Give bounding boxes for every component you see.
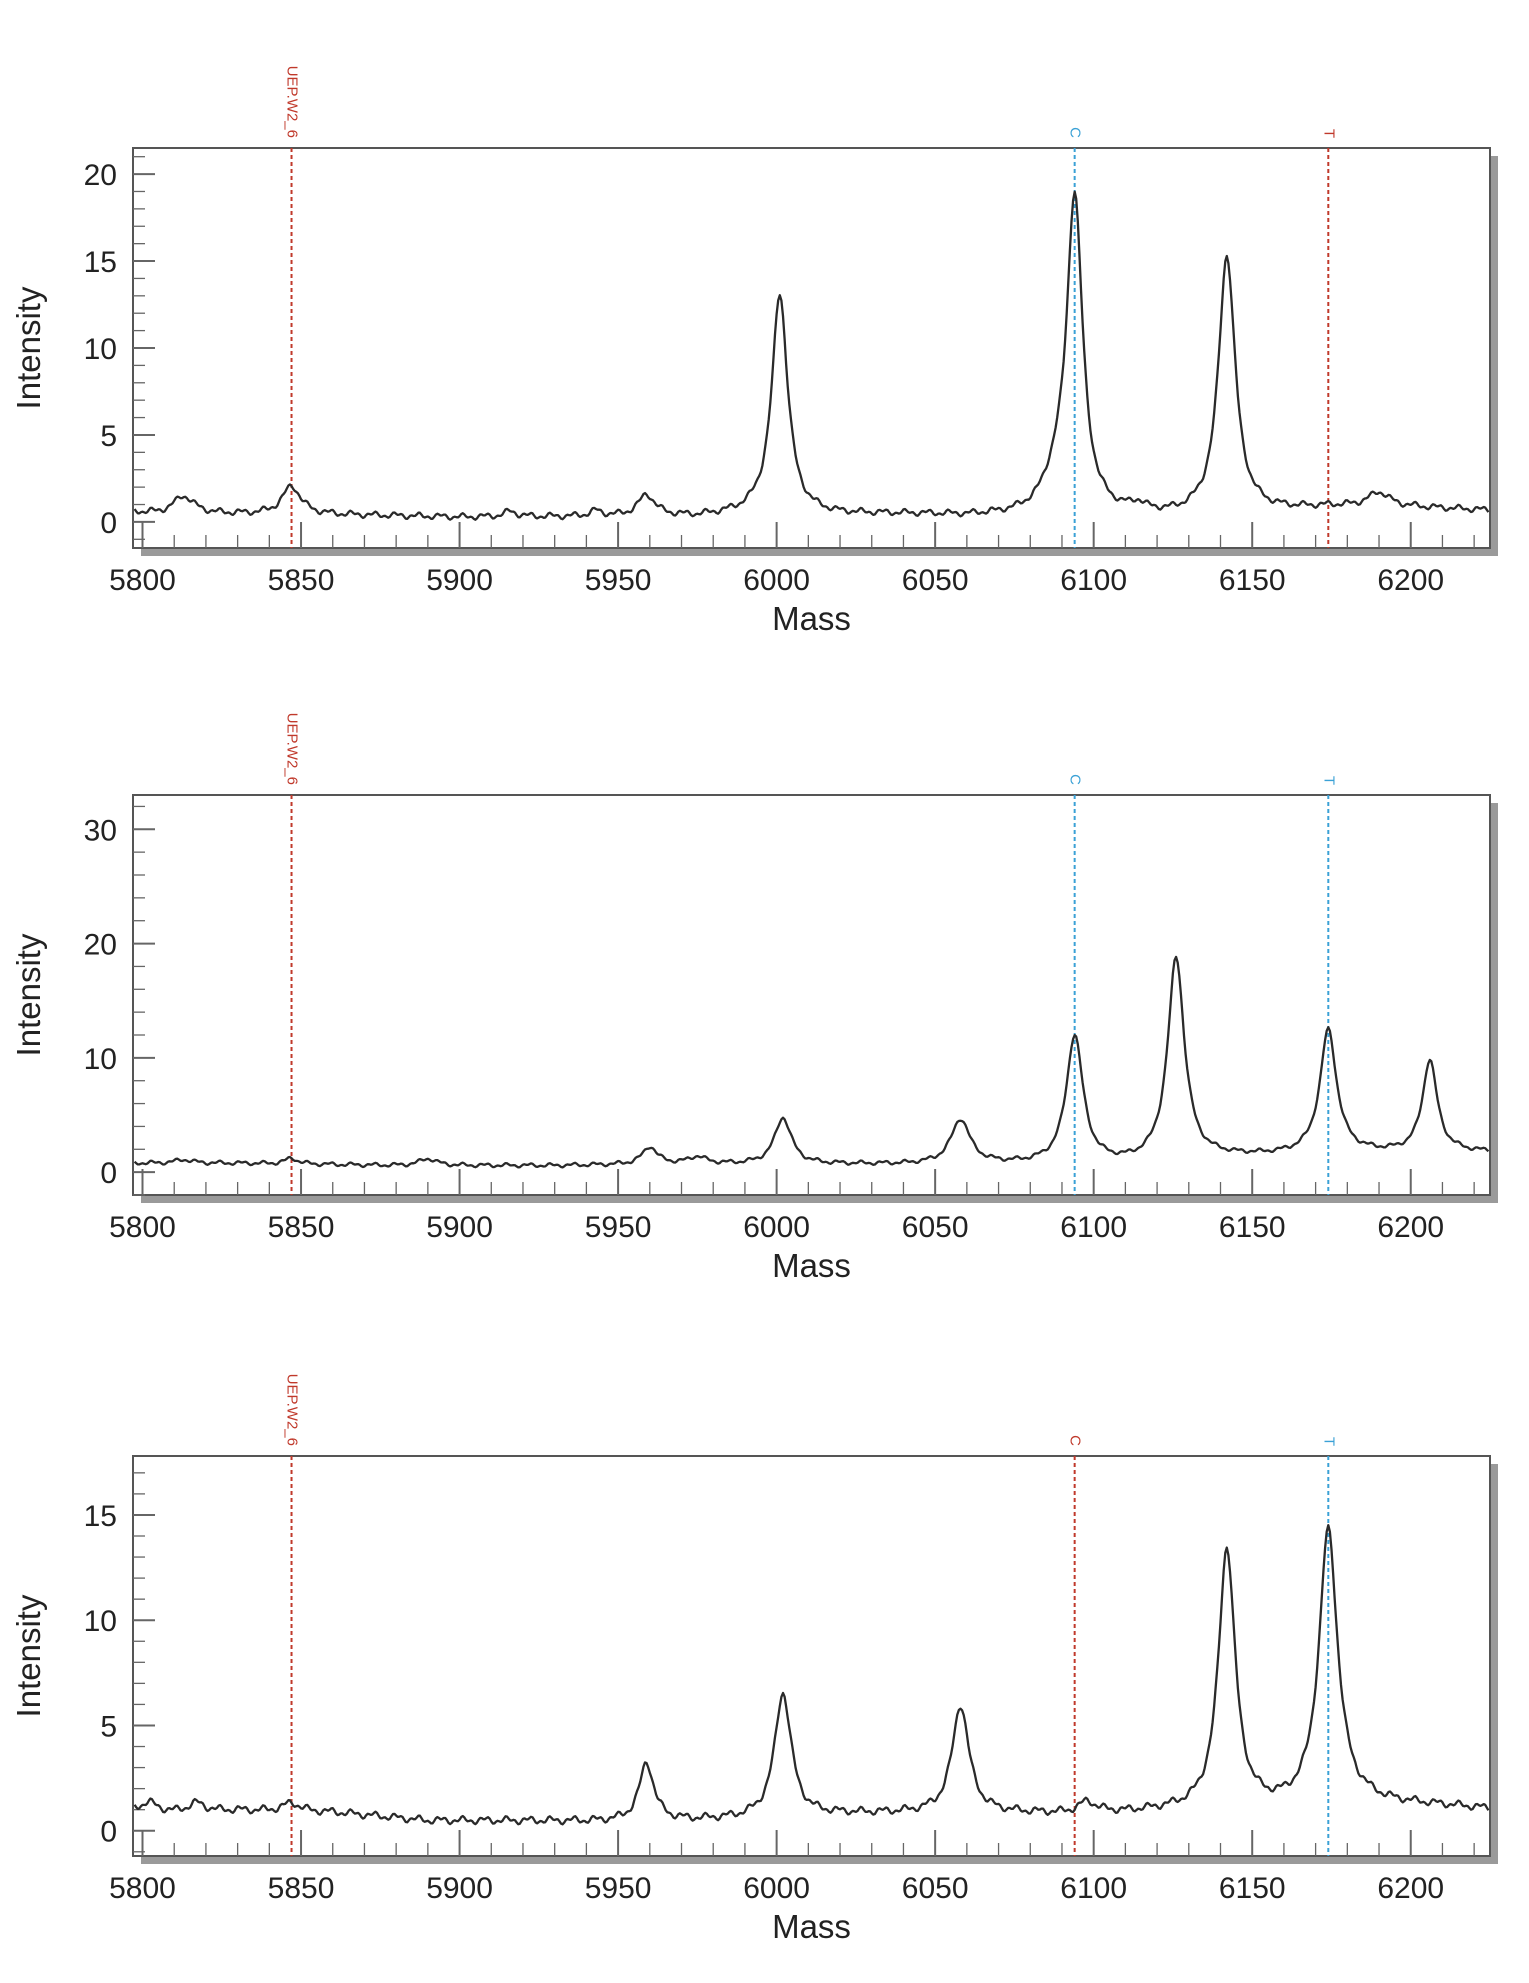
y-tick-label: 5: [100, 1710, 117, 1743]
y-axis-title: Intensity: [10, 1594, 47, 1717]
marker-label: T: [1320, 129, 1337, 138]
marker-label: C: [1067, 1435, 1084, 1446]
x-axis-title: Mass: [772, 600, 851, 637]
y-tick-label: 10: [84, 1605, 117, 1638]
x-axis-title: Mass: [772, 1247, 851, 1284]
x-tick-label: 6200: [1377, 1211, 1444, 1244]
marker-label: C: [1067, 774, 1084, 785]
y-axis-title: Intensity: [10, 286, 47, 409]
x-tick-label: 6200: [1377, 564, 1444, 597]
x-tick-label: 6100: [1060, 564, 1127, 597]
x-tick-label: 6100: [1060, 1211, 1127, 1244]
y-tick-label: 10: [84, 333, 117, 366]
y-tick-label: 0: [100, 1816, 117, 1849]
x-tick-label: 6050: [902, 1872, 969, 1905]
x-tick-label: 6000: [743, 564, 810, 597]
x-tick-label: 6150: [1219, 564, 1286, 597]
spectrum-trace: [133, 190, 1490, 521]
y-tick-label: 10: [84, 1043, 117, 1076]
chart-panel-3: 5800 5850 5900 5950 6000 6050 6100 6150 6200 0 5 10…: [10, 1374, 1498, 1945]
y-tick-label: 5: [100, 420, 117, 453]
x-tick-label: 5900: [426, 1872, 493, 1905]
spectrum-trace: [133, 1524, 1490, 1826]
x-tick-label: 5900: [426, 564, 493, 597]
x-tick-label: 5950: [585, 1872, 652, 1905]
marker-label: T: [1320, 776, 1337, 785]
y-tick-label: 0: [100, 1157, 117, 1190]
y-tick-label: 20: [84, 929, 117, 962]
x-tick-label: 6000: [743, 1872, 810, 1905]
y-axis-title: Intensity: [10, 933, 47, 1056]
spectrum-trace: [133, 955, 1490, 1169]
y-tick-label: 15: [84, 1500, 117, 1533]
marker-label: UEP.W2_6: [284, 1374, 301, 1446]
plot-frame: [132, 147, 1491, 549]
x-tick-label: 5850: [268, 1211, 335, 1244]
marker-label: C: [1067, 127, 1084, 138]
x-tick-label: 6150: [1219, 1211, 1286, 1244]
x-tick-label: 5900: [426, 1211, 493, 1244]
marker-label: UEP.W2_6: [284, 713, 301, 785]
x-tick-label: 5850: [268, 1872, 335, 1905]
x-tick-label: 5800: [109, 564, 176, 597]
x-tick-label: 5850: [268, 564, 335, 597]
x-tick-label: 5800: [109, 1211, 176, 1244]
plot-frame: [132, 1455, 1491, 1857]
x-tick-label: 6000: [743, 1211, 810, 1244]
y-tick-label: 30: [84, 814, 117, 847]
x-axis-title: Mass: [772, 1908, 851, 1945]
marker-label: UEP.W2_6: [284, 66, 301, 138]
x-tick-label: 5950: [585, 564, 652, 597]
y-tick-label: 20: [84, 159, 117, 192]
x-tick-label: 6100: [1060, 1872, 1127, 1905]
x-tick-label: 6050: [902, 1211, 969, 1244]
marker-label: T: [1320, 1437, 1337, 1446]
y-tick-label: 15: [84, 246, 117, 279]
y-tick-label: 0: [100, 507, 117, 540]
x-tick-label: 5950: [585, 1211, 652, 1244]
x-tick-label: 5800: [109, 1872, 176, 1905]
chart-panel-2: 5800 5850 5900 5950 6000 6050 6100 6150 6200 0 10 2…: [10, 713, 1498, 1284]
chart-panel-1: 5800 5850 5900 5950 6000 6050 6100 6150 6200 0 5 10…: [10, 66, 1498, 637]
x-tick-label: 6050: [902, 564, 969, 597]
x-tick-label: 6150: [1219, 1872, 1286, 1905]
plot-frame: [132, 794, 1491, 1196]
x-tick-label: 6200: [1377, 1872, 1444, 1905]
